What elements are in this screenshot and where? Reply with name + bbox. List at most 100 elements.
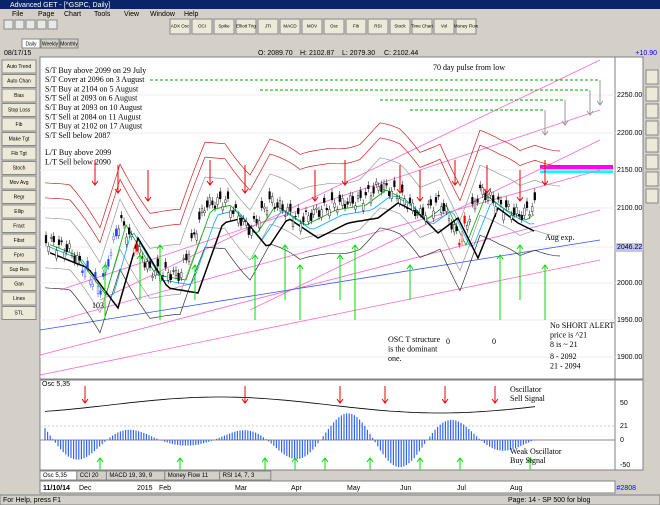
annotation: is the dominant [388, 344, 438, 353]
tool-button[interactable] [1, 74, 37, 88]
candle-body [406, 207, 409, 210]
toolbar-button[interactable] [411, 18, 433, 35]
menu-item[interactable]: File [12, 11, 23, 18]
side-icon[interactable] [645, 171, 659, 187]
candle-body [239, 218, 243, 226]
arrow-head [241, 188, 249, 194]
period-tab[interactable] [40, 38, 60, 49]
menu-item[interactable]: Window [150, 11, 176, 18]
candle-body [382, 183, 386, 191]
side-icon[interactable] [645, 137, 659, 153]
tool-button[interactable] [1, 103, 37, 117]
tool-icon[interactable] [47, 19, 58, 30]
indicator-tab-label: Money Flow 11 [168, 473, 209, 479]
toolbar-button[interactable] [323, 18, 345, 35]
candle-body [190, 233, 193, 239]
arrow-head [336, 398, 344, 404]
tool-icon[interactable] [3, 19, 14, 30]
toolbar-label: Spike [218, 24, 230, 29]
tool-button[interactable] [1, 204, 37, 219]
tool-button[interactable] [1, 306, 37, 320]
candle-body [388, 191, 391, 196]
tool-button[interactable] [1, 262, 37, 277]
menu-item[interactable]: View [124, 11, 140, 18]
candle-body [115, 228, 118, 237]
annotation: S/T Buy at 2102 on 17 August [45, 122, 143, 131]
side-icon[interactable] [645, 188, 659, 204]
toolbar-button[interactable] [213, 18, 235, 35]
toolbar-button[interactable] [455, 18, 477, 35]
toolbar-label: Elliott Trig [236, 24, 256, 29]
side-icon[interactable] [645, 120, 659, 136]
period-tab-label: Monthly [60, 41, 78, 47]
arrow-head [144, 196, 152, 202]
candle-body [125, 236, 128, 245]
candle-body [447, 218, 451, 221]
side-icon[interactable] [645, 86, 659, 102]
arrow-head [136, 254, 144, 260]
menu-item[interactable]: Page [38, 11, 54, 18]
menu-item[interactable]: Help [184, 11, 199, 18]
annotation: one. [388, 354, 402, 363]
osc-label: Osc 5,35 [42, 381, 70, 388]
tool-label: Fib Tgt [11, 151, 27, 157]
side-icon[interactable] [645, 69, 659, 85]
annotation: Weak Oscillator [510, 447, 562, 456]
tool-button[interactable] [1, 132, 37, 146]
tool-button[interactable] [1, 233, 37, 248]
period-tab[interactable] [59, 38, 79, 49]
tool-icon[interactable] [36, 19, 47, 30]
toolbar-button[interactable] [279, 18, 301, 35]
toolbar-button[interactable] [191, 18, 213, 35]
candle-body [427, 203, 430, 206]
candle-body [364, 191, 367, 196]
tool-icon[interactable] [14, 19, 25, 30]
tool-button[interactable] [1, 219, 37, 233]
arrow-head [81, 398, 89, 404]
annotation: S/T Sell at 2093 on 6 August [45, 94, 138, 103]
arrow-head [96, 457, 104, 463]
tool-button[interactable] [1, 248, 37, 262]
tool-button[interactable] [1, 88, 37, 103]
tool-button[interactable] [1, 291, 37, 306]
tool-button[interactable] [1, 59, 37, 74]
quote-date: 08/17/15 [4, 50, 31, 57]
toolbar-button[interactable] [235, 18, 257, 35]
toolbar-button[interactable] [367, 18, 389, 35]
period-tab-label: Weekly [42, 41, 59, 47]
candle-body [518, 214, 521, 217]
arrow-head [596, 100, 604, 106]
toolbar-button[interactable] [257, 18, 279, 35]
candle-body [356, 195, 360, 200]
toolbar-button[interactable] [301, 18, 323, 35]
candle-body [497, 196, 500, 200]
tool-icon[interactable] [25, 19, 36, 30]
candle-body [268, 191, 271, 200]
arrow-head [251, 254, 259, 260]
tool-button[interactable] [1, 146, 37, 161]
side-icon[interactable] [645, 154, 659, 170]
candle-body [185, 253, 188, 261]
candle-body [359, 190, 362, 198]
tool-button[interactable] [1, 175, 37, 190]
toolbar-button[interactable] [389, 18, 411, 35]
toolbar-button[interactable] [169, 18, 191, 35]
date-label: 2015 [137, 485, 153, 492]
candle-body [492, 195, 495, 203]
period-tab[interactable] [21, 38, 41, 49]
candle-body [117, 228, 120, 236]
tool-button[interactable] [1, 161, 37, 175]
tool-button[interactable] [1, 190, 37, 204]
candle-body [164, 261, 167, 268]
tool-button[interactable] [1, 277, 37, 291]
candle-body [109, 252, 113, 256]
annotation: 103 [92, 301, 104, 310]
indicator-tab-label: Osc 5,35 [43, 473, 68, 479]
toolbar-button[interactable] [345, 18, 367, 35]
toolbar-button[interactable] [433, 18, 455, 35]
side-icon[interactable] [645, 103, 659, 119]
tool-button[interactable] [1, 117, 37, 132]
menu-item[interactable]: Chart [64, 11, 81, 18]
indicator-tab[interactable] [219, 470, 272, 481]
menu-item[interactable]: Tools [94, 11, 111, 18]
